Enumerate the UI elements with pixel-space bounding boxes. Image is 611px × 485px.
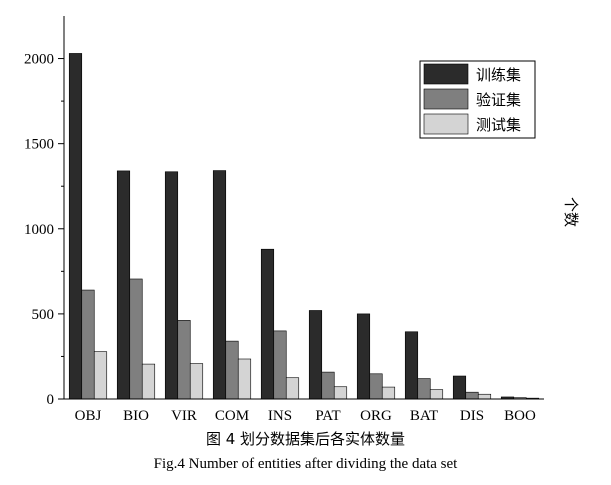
bar-dis-series-2: [465, 391, 479, 400]
y-tick-label-1500: 1500: [24, 137, 54, 153]
bar-obj-series-3: [93, 351, 108, 400]
y-tick-label-0: 0: [47, 392, 55, 408]
legend-swatch-2: [423, 88, 469, 110]
legend-label-2: 验证集: [476, 91, 521, 109]
bar-com-series-1: [212, 170, 227, 400]
bar-vir-series-2: [177, 320, 191, 400]
bar-ins-series-3: [285, 377, 300, 400]
bar-com-series-3: [237, 358, 252, 400]
bar-bio-series-1: [116, 170, 131, 400]
legend-swatch-1: [423, 63, 469, 85]
bar-bat-series-1: [404, 331, 419, 400]
y-tick-label-2000: 2000: [24, 52, 54, 68]
bar-obj-series-1: [68, 53, 83, 400]
figure-caption-english: Fig.4 Number of entities after dividing …: [153, 456, 458, 472]
bar-org-series-3: [381, 386, 396, 400]
figure-caption-chinese: 图 4 划分数据集后各实体数量: [205, 430, 406, 448]
x-tick-label-ins: INS: [268, 408, 292, 424]
x-tick-label-com: COM: [215, 408, 249, 424]
bar-dis-series-3: [477, 393, 492, 400]
bar-vir-series-1: [164, 171, 179, 400]
legend-label-3: 测试集: [476, 116, 521, 134]
bar-com-series-2: [225, 340, 239, 400]
x-tick-label-vir: VIR: [171, 408, 197, 424]
y-tick-label-1000: 1000: [24, 222, 54, 238]
x-tick-label-bio: BIO: [123, 408, 149, 424]
x-tick-label-bat: BAT: [410, 408, 438, 424]
legend-swatch-3: [423, 113, 469, 135]
bar-pat-series-2: [321, 371, 335, 400]
bars-layer: [68, 53, 540, 400]
bar-bat-series-3: [429, 389, 444, 400]
x-tick-label-boo: BOO: [504, 408, 536, 424]
x-tick-label-obj: OBJ: [75, 408, 102, 424]
bar-bat-series-2: [417, 378, 431, 400]
x-tick-label-pat: PAT: [315, 408, 340, 424]
bar-pat-series-3: [333, 386, 348, 400]
bar-org-series-1: [356, 313, 371, 400]
x-tick-label-dis: DIS: [460, 408, 484, 424]
y-tick-label-500: 500: [32, 307, 55, 323]
x-tick-label-org: ORG: [360, 408, 392, 424]
bar-ins-series-1: [260, 248, 275, 400]
bar-ins-series-2: [273, 330, 287, 400]
bar-vir-series-3: [189, 363, 204, 400]
bar-obj-series-2: [81, 289, 95, 400]
bar-bio-series-3: [141, 363, 156, 400]
y-axis-label: 个数: [562, 197, 580, 227]
bar-pat-series-1: [308, 310, 323, 400]
axes-layer: OBJ BIO VIR COM INS PAT ORG BAT DIS BOO 0 500 1000 15…: [24, 16, 544, 424]
legend-label-1: 训练集: [476, 66, 521, 84]
bar-bio-series-2: [129, 278, 143, 400]
bar-dis-series-1: [452, 375, 467, 400]
bar-org-series-2: [369, 373, 383, 400]
